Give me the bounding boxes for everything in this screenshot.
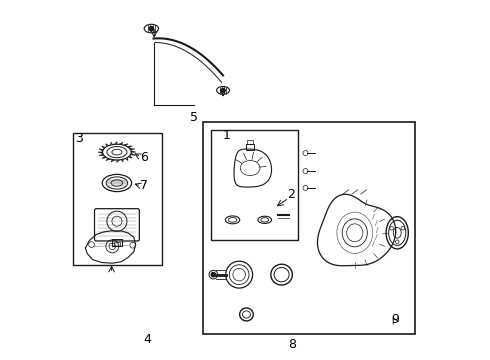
Text: 5: 5 xyxy=(190,111,198,124)
Bar xyxy=(211,130,298,240)
Bar xyxy=(247,140,253,144)
Circle shape xyxy=(211,273,216,277)
Bar xyxy=(203,122,415,334)
Text: 3: 3 xyxy=(75,132,83,145)
Text: 9: 9 xyxy=(391,313,399,326)
Text: 7: 7 xyxy=(140,180,148,193)
Text: 2: 2 xyxy=(287,188,295,202)
Text: 1: 1 xyxy=(223,129,231,142)
Circle shape xyxy=(149,26,153,31)
Text: 4: 4 xyxy=(144,333,151,346)
Bar xyxy=(246,144,254,150)
Text: 8: 8 xyxy=(289,338,296,351)
Text: 6: 6 xyxy=(140,150,148,163)
Circle shape xyxy=(221,89,225,92)
Bar xyxy=(73,133,162,265)
Bar xyxy=(114,242,120,246)
